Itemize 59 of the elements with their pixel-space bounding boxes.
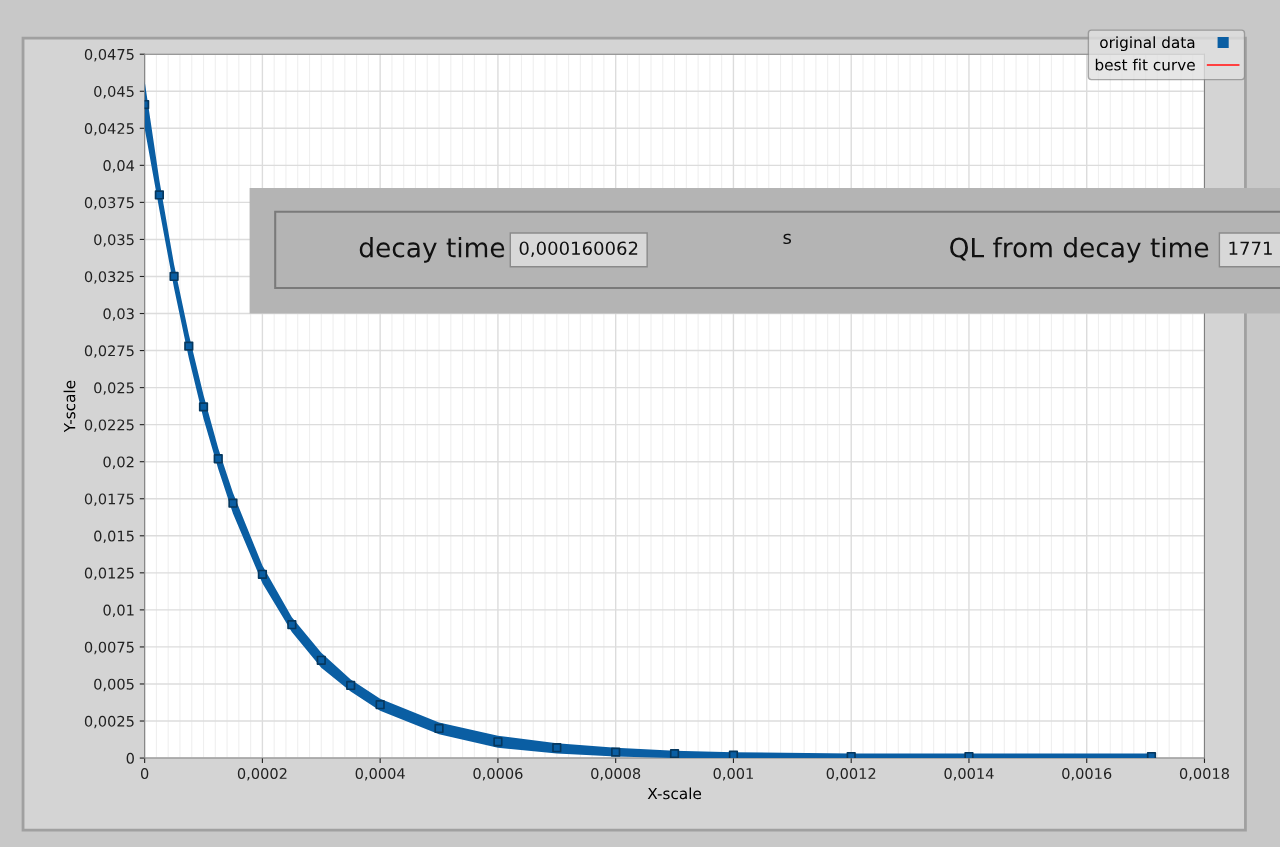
point [316,655,326,665]
y-tick-label: 0,0175 [84,493,134,506]
point [346,680,356,691]
y-tick-label: 0,04 [103,160,135,173]
x-tick-label: 0 [140,768,149,780]
x-tick-label: 0,0016 [1062,768,1112,781]
y-tick-label: 0,02 [103,456,134,469]
point [228,498,238,508]
point [257,569,268,579]
y-tick-label: 0,035 [94,234,134,247]
annotation: decay time [359,237,505,263]
x-tick-label: 0,0014 [944,768,994,781]
y-tick-label: 0,01 [103,604,134,618]
y-tick-label: 0,0225 [84,419,134,432]
annotation: s [783,233,792,245]
x-tick-label: 0,0018 [1179,768,1229,781]
y-tick-label: 0,0475 [84,48,134,62]
point [169,271,179,282]
annotation: 0,000160062 [519,241,638,257]
point [154,190,164,200]
point [287,620,297,630]
text: 1771 [1229,241,1272,255]
point [434,723,444,734]
y-tick-label: 0,045 [94,85,134,99]
y-tick-label: 0,0425 [84,123,134,136]
point [1146,751,1157,759]
x-tick-label: 0,0006 [473,768,523,781]
point [669,748,680,759]
annotation: QL from decay time [950,237,1209,263]
x-axis-title: X-scale [647,787,702,800]
point [728,750,739,759]
y-tick-label: 0,025 [94,382,134,395]
y-tick-label: 0,0325 [84,271,134,284]
point [552,743,562,753]
y-tick-label: 0,0275 [84,345,134,358]
x-tick-label: 0,0008 [591,768,641,781]
legend-label: best fit curve [1095,58,1195,71]
point [375,700,385,710]
point [846,751,856,759]
y-tick-label: 0,03 [103,308,134,321]
y-tick-label: 0,0125 [84,567,134,581]
y-tick-label: 0,005 [94,678,134,692]
point [198,402,209,412]
y-tick-label: 0,0375 [84,197,134,210]
legend-label: original data [1100,36,1195,52]
y-axis-title: Y-scale [63,380,76,433]
x-tick-label: 0,0002 [237,768,287,781]
y-tick-label: 0,0025 [84,715,134,729]
point [964,751,974,759]
x-tick-label: 0,0004 [355,768,405,781]
y-tick-label: 0 [126,752,134,764]
point [213,454,223,464]
point [611,747,621,757]
y-tick-label: 0,0075 [84,641,134,655]
point [184,341,194,351]
point [493,737,503,747]
x-tick-label: 0,001 [713,768,753,781]
y-tick-label: 0,015 [94,530,134,544]
x-tick-label: 0,0012 [826,768,876,781]
